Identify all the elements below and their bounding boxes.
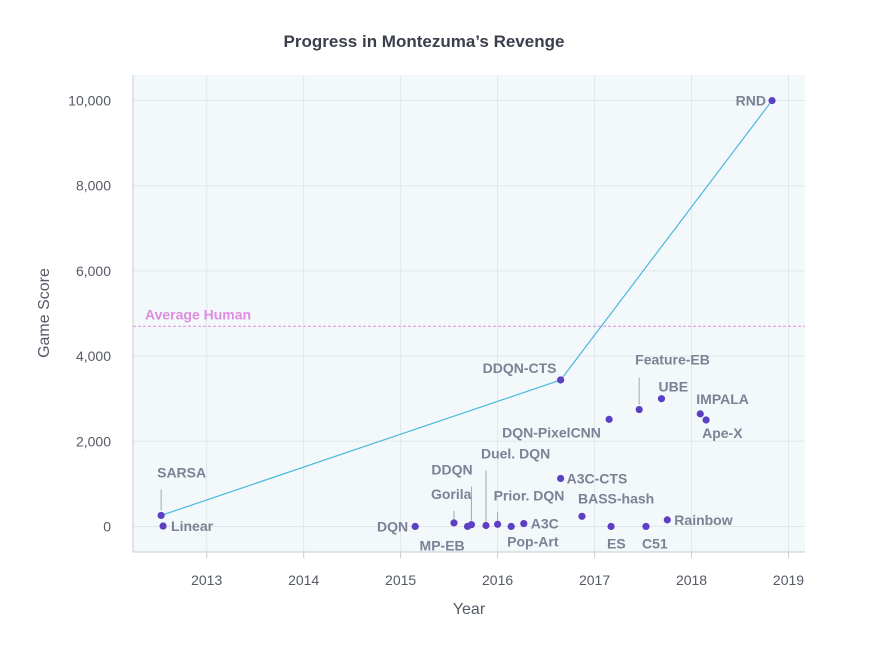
label-bass-hash: BASS-hash [578,490,654,506]
point-c51 [642,522,650,531]
point-ddqn [467,521,476,529]
label-ddqn: DDQN [431,462,472,478]
label-a3c: A3C [531,516,559,532]
x-tick-label: 2016 [482,572,513,588]
x-axis-ticks: 2013 2014 2015 2016 2017 2018 2019 [191,552,804,588]
label-impala: IMPALA [696,391,749,407]
y-axis-ticks: 0 2,000 4,000 6,000 8,000 10,000 [68,93,111,535]
data-points [157,96,776,531]
label-dqn: DQN [377,518,408,534]
label-es: ES [607,535,626,551]
point-ube [657,395,666,403]
chart-title: Progress in Montezuma’s Revenge [284,32,565,51]
label-mp-eb: MP-EB [420,537,465,553]
point-feature-eb [635,405,643,414]
plot-area [133,75,805,552]
average-human-label: Average Human [145,306,251,322]
point-prior-dqn [494,520,502,528]
point-impala [696,410,704,418]
x-tick-label: 2015 [385,572,416,588]
label-gorila: Gorila [431,486,472,502]
label-feature-eb: Feature-EB [635,352,710,368]
y-tick-label: 2,000 [76,433,111,449]
point-gorila [450,519,458,527]
plot-frame [132,75,805,553]
y-tick-label: 4,000 [76,348,111,364]
point-ddqn-cts [557,376,565,384]
label-sarsa: SARSA [157,464,206,480]
point-linear [159,522,167,530]
point-bass-hash [578,512,586,520]
point-pop-art [507,522,515,531]
label-rainbow: Rainbow [674,512,732,528]
x-tick-label: 2019 [773,572,804,588]
point-sarsa [157,511,165,520]
label-duel-dqn: Duel. DQN [481,446,550,462]
point-duel-dqn [482,521,490,530]
y-tick-label: 10,000 [68,93,111,109]
point-rnd [768,96,776,105]
point-a3c [520,519,528,528]
label-ape-x: Ape-X [702,425,743,441]
label-rnd: RND [736,93,766,109]
y-tick-label: 8,000 [76,178,111,194]
label-dqn-pixelcnn: DQN-PixelCNN [502,424,601,440]
label-leader-lines [160,377,640,522]
point-es [607,522,615,531]
point-dqn-pixelcnn [605,415,613,423]
data-labels: SARSA Linear DQN Gorila MP-EB DDQN Duel. DQN Pr… [157,93,766,554]
point-ape-x [702,416,710,424]
average-human-line: Average Human [133,306,805,327]
label-a3c-cts: A3C-CTS [567,470,628,486]
point-rainbow [663,516,671,524]
label-ddqn-cts: DDQN-CTS [483,360,557,376]
label-prior-dqn: Prior. DQN [494,487,565,503]
label-c51: C51 [642,535,668,551]
x-tick-label: 2017 [579,572,610,588]
label-linear: Linear [171,518,214,534]
point-dqn [411,522,419,531]
x-axis-label: Year [453,601,486,618]
label-pop-art: Pop-Art [507,533,559,549]
y-tick-label: 0 [103,518,111,534]
x-tick-label: 2014 [288,572,319,588]
x-tick-label: 2018 [676,572,707,588]
x-tick-label: 2013 [191,572,222,588]
grid [133,75,805,552]
y-axis-label: Game Score [36,268,53,358]
label-ube: UBE [658,379,688,395]
y-tick-label: 6,000 [76,263,111,279]
point-a3c-cts [557,474,565,483]
